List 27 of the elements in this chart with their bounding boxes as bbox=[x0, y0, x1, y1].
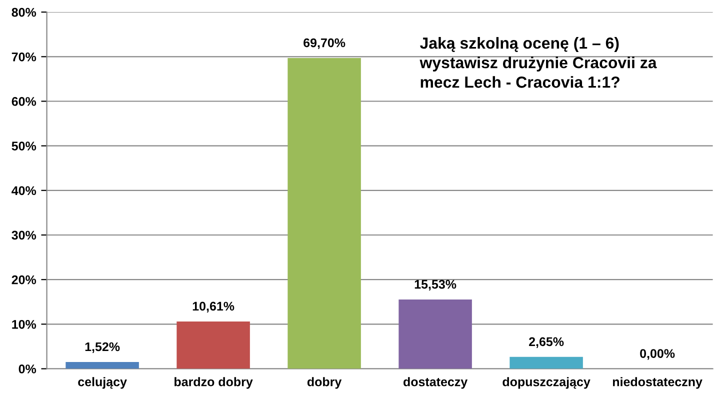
x-tick-label: dostateczy bbox=[404, 377, 468, 389]
x-tick-label: celujący bbox=[78, 377, 127, 389]
x-tick-label: dopuszczający bbox=[502, 377, 590, 389]
bar bbox=[288, 58, 361, 369]
y-tick-label: 80% bbox=[12, 8, 36, 17]
data-label: 0,00% bbox=[640, 349, 675, 360]
bar bbox=[510, 356, 583, 369]
x-tick-label: bardzo dobry bbox=[174, 377, 253, 389]
data-label: 15,53% bbox=[414, 280, 456, 291]
y-tick-label: 30% bbox=[12, 230, 36, 240]
y-tick-label: 60% bbox=[12, 97, 36, 106]
bar bbox=[398, 300, 472, 369]
y-tick-label: 10% bbox=[12, 320, 36, 329]
y-tick-label: 70% bbox=[12, 52, 36, 62]
y-tick-label: 0% bbox=[18, 364, 36, 374]
bar bbox=[176, 321, 250, 369]
y-tick-label: 50% bbox=[12, 142, 36, 150]
data-label: 10,61% bbox=[192, 302, 234, 312]
bar bbox=[66, 362, 139, 369]
x-tick-label: niedostateczny bbox=[612, 377, 702, 389]
data-label: 69,70% bbox=[304, 38, 346, 50]
y-tick-label: 40% bbox=[12, 186, 36, 196]
data-label: 1,52% bbox=[85, 342, 120, 353]
x-tick-label: dobry bbox=[307, 377, 342, 389]
text: Jaką szkolną ocenę (1 – 6) wystawisz drużynie Cracovii za mecz Lech - Cracovia 1:1? bbox=[420, 37, 657, 88]
data-label: 2,65% bbox=[529, 337, 564, 348]
y-tick-label: 20% bbox=[12, 275, 36, 284]
